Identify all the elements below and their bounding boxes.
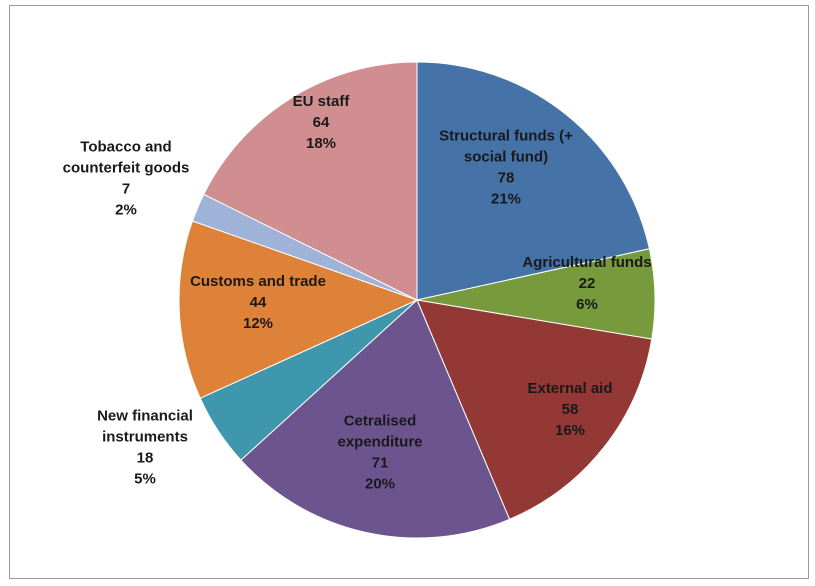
pie-slice-cetralised-expenditure <box>240 299 511 539</box>
data-label-new-financial-instruments: New financial instruments 18 5% <box>97 408 193 488</box>
pie-slice-eu-staff <box>203 61 418 301</box>
data-label-customs-and-trade: Customs and trade 44 12% <box>190 273 326 332</box>
data-label-external-aid: External aid 58 16% <box>527 380 612 439</box>
data-label-tobacco-and-counterfeit-goods: Tobacco and counterfeit goods 7 2% <box>63 139 190 219</box>
data-label-structural-funds-social-fund: Structural funds (+ social fund) 78 21% <box>439 128 573 208</box>
pie-slice-external-aid <box>416 299 653 520</box>
pie-slice-structural-funds-social-fund <box>416 61 651 301</box>
pie-slice-customs-and-trade <box>178 220 419 399</box>
data-label-eu-staff: EU staff 64 18% <box>293 93 351 152</box>
data-label-agricultural-funds: Agricultural funds 22 6% <box>522 254 651 313</box>
data-label-cetralised-expenditure: Cetralised expenditure 71 20% <box>337 413 422 493</box>
